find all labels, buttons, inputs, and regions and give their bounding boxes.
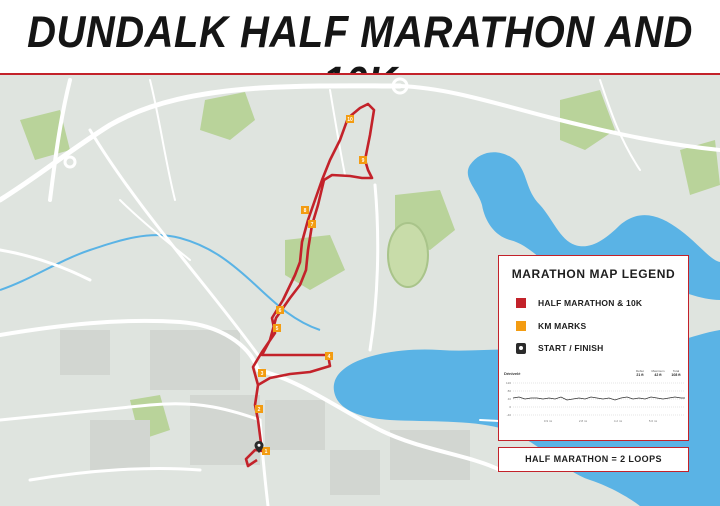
elevation-title: Dénivelé — [504, 371, 521, 376]
km-marker: 9 — [359, 156, 367, 164]
km-marker: 7 — [308, 220, 316, 228]
park-area — [560, 90, 615, 150]
orange-square-icon — [516, 321, 526, 331]
svg-text:4.2 mi: 4.2 mi — [614, 419, 623, 423]
svg-text:-40: -40 — [507, 413, 512, 417]
km-markers: 1 2 3 4 5 6 7 8 9 10 — [255, 115, 367, 455]
legend-item-label: HALF MARATHON & 10K — [538, 298, 643, 308]
park-area — [680, 140, 720, 195]
svg-text:0.9 mi: 0.9 mi — [544, 419, 553, 423]
svg-text:5.6 mi: 5.6 mi — [649, 419, 658, 423]
elevation-stat: Maximum 42 ft — [651, 369, 665, 377]
legend-item-label: KM MARKS — [538, 321, 587, 331]
elevation-line — [512, 396, 685, 401]
svg-text:7: 7 — [311, 222, 314, 228]
svg-text:120: 120 — [506, 381, 511, 385]
km-marker: 2 — [255, 405, 263, 413]
legend-title: MARATHON MAP LEGEND — [511, 267, 676, 281]
map-pin-icon — [516, 342, 526, 354]
elevation-stat: Début 21 ft — [635, 369, 644, 377]
park-area — [285, 235, 345, 290]
map-legend: MARATHON MAP LEGEND HALF MARATHON & 10K … — [498, 255, 689, 441]
legend-item-start: START / FINISH — [516, 341, 603, 355]
km-marker: 3 — [258, 369, 266, 377]
svg-text:0: 0 — [509, 405, 511, 409]
start-finish-pin-icon — [254, 441, 264, 453]
route-line — [244, 102, 376, 468]
km-marker: 8 — [301, 206, 309, 214]
svg-text:6: 6 — [279, 308, 282, 314]
elevation-chart: 120 80 40 0 -40 0.9 mi 2.8 mi 4.2 mi 5.6… — [506, 381, 685, 423]
km-marker: 10 — [346, 115, 354, 123]
km-marker: 1 — [262, 447, 270, 455]
svg-text:2: 2 — [258, 407, 261, 413]
km-marker: 6 — [276, 306, 284, 314]
svg-text:5: 5 — [276, 326, 279, 332]
racecourse-track — [387, 222, 429, 288]
legend-item-km: KM MARKS — [516, 319, 586, 333]
header: DUNDALK HALF MARATHON AND 10K — [0, 0, 720, 108]
title-divider — [0, 73, 720, 75]
svg-text:10: 10 — [347, 117, 353, 123]
park-area — [200, 92, 255, 140]
elevation-stat: Total 108 ft — [671, 369, 681, 377]
svg-text:80: 80 — [508, 389, 512, 393]
svg-text:4: 4 — [328, 354, 331, 360]
svg-text:2.8 mi: 2.8 mi — [579, 419, 588, 423]
svg-text:1: 1 — [265, 449, 268, 455]
svg-text:8: 8 — [304, 208, 307, 214]
svg-text:40: 40 — [508, 397, 512, 401]
legend-item-label: START / FINISH — [538, 343, 604, 353]
elevation-profile: Dénivelé Début 21 ft Maximum 42 ft Total 10… — [503, 369, 685, 426]
roundabouts — [63, 77, 409, 169]
road-network — [0, 78, 720, 506]
km-marker: 5 — [273, 324, 281, 332]
river — [0, 234, 321, 331]
red-square-icon — [516, 298, 526, 308]
loops-note: HALF MARATHON = 2 LOOPS — [498, 447, 689, 472]
svg-text:9: 9 — [362, 158, 365, 164]
svg-text:3: 3 — [261, 371, 264, 377]
town-blocks — [60, 330, 470, 495]
km-marker: 4 — [325, 352, 333, 360]
legend-item-route: HALF MARATHON & 10K — [516, 296, 642, 310]
